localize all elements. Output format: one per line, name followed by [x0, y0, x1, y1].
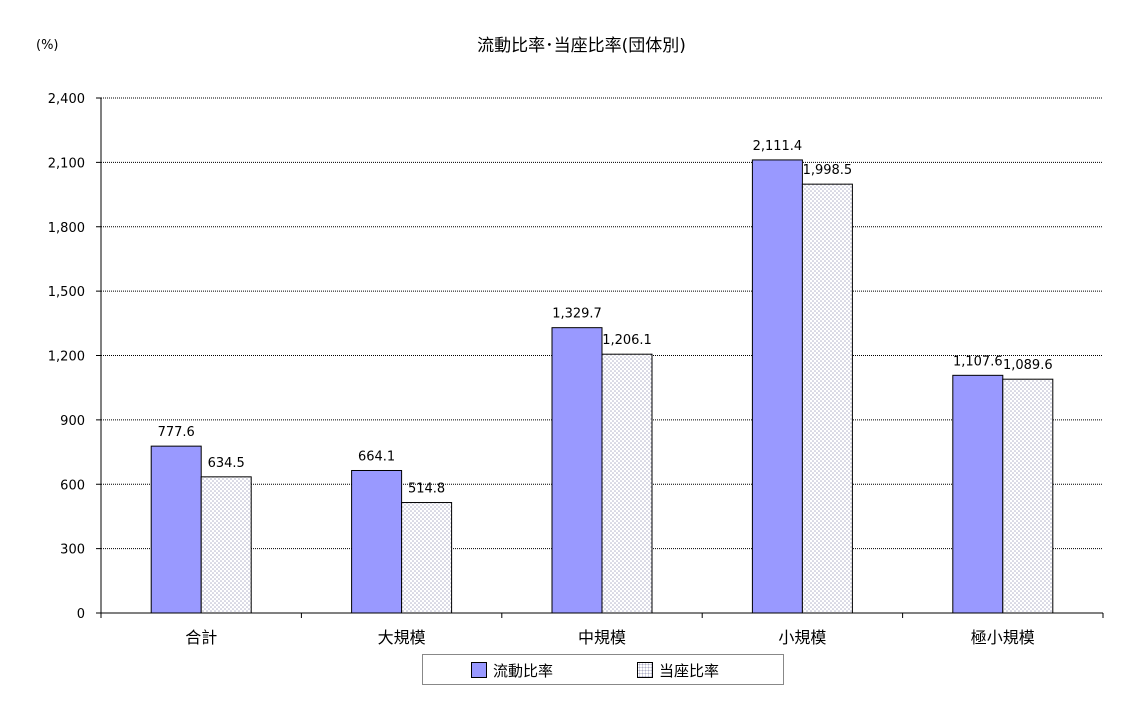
bar-current-ratio [751, 159, 803, 614]
bar-quick-ratio [401, 502, 453, 614]
x-category-label: 中規模 [578, 628, 626, 647]
y-tick-label: 0 [77, 607, 85, 622]
data-label: 634.5 [208, 456, 245, 471]
y-tick-label: 300 [60, 543, 85, 558]
data-label: 2,111.4 [753, 139, 803, 154]
bar-current-ratio [952, 374, 1004, 614]
data-label: 1,206.1 [602, 333, 652, 348]
legend-item-current-ratio: 流動比率 [471, 661, 554, 680]
data-label: 1,107.6 [953, 354, 1003, 369]
data-label: 1,998.5 [803, 163, 853, 178]
legend: 流動比率 当座比率 [422, 654, 784, 685]
y-tick-label: 600 [60, 478, 85, 493]
data-label: 664.1 [358, 449, 395, 464]
y-tick-label: 2,100 [48, 156, 85, 171]
data-label: 777.6 [158, 425, 195, 440]
data-label: 1,329.7 [552, 307, 602, 322]
bar-quick-ratio [200, 476, 252, 614]
y-tick-label: 1,200 [48, 350, 85, 365]
x-category-label: 極小規模 [971, 628, 1035, 647]
legend-swatch-quick-ratio [637, 662, 653, 678]
bar-quick-ratio [601, 353, 653, 614]
x-category-label: 小規模 [778, 628, 826, 647]
legend-label-current-ratio: 流動比率 [493, 661, 554, 680]
data-label: 514.8 [408, 482, 445, 497]
legend-swatch-current-ratio [471, 662, 487, 678]
y-tick-label: 1,500 [48, 285, 85, 300]
data-label: 1,089.6 [1003, 358, 1053, 373]
chart-title: 流動比率･当座比率(団体別) [477, 36, 686, 56]
y-tick-label: 900 [60, 414, 85, 429]
legend-item-quick-ratio: 当座比率 [637, 661, 720, 680]
y-axis-unit-label: (%) [36, 38, 59, 53]
y-tick-label: 2,400 [48, 92, 85, 107]
bar-quick-ratio [1002, 378, 1054, 614]
bar-quick-ratio [801, 183, 853, 614]
bar-current-ratio [150, 445, 202, 614]
bar-current-ratio [551, 327, 603, 614]
x-category-label: 大規模 [378, 628, 426, 647]
bar-current-ratio [351, 469, 403, 614]
y-tick-label: 1,800 [48, 221, 85, 236]
x-category-label: 合計 [185, 628, 217, 647]
legend-label-quick-ratio: 当座比率 [659, 661, 720, 680]
